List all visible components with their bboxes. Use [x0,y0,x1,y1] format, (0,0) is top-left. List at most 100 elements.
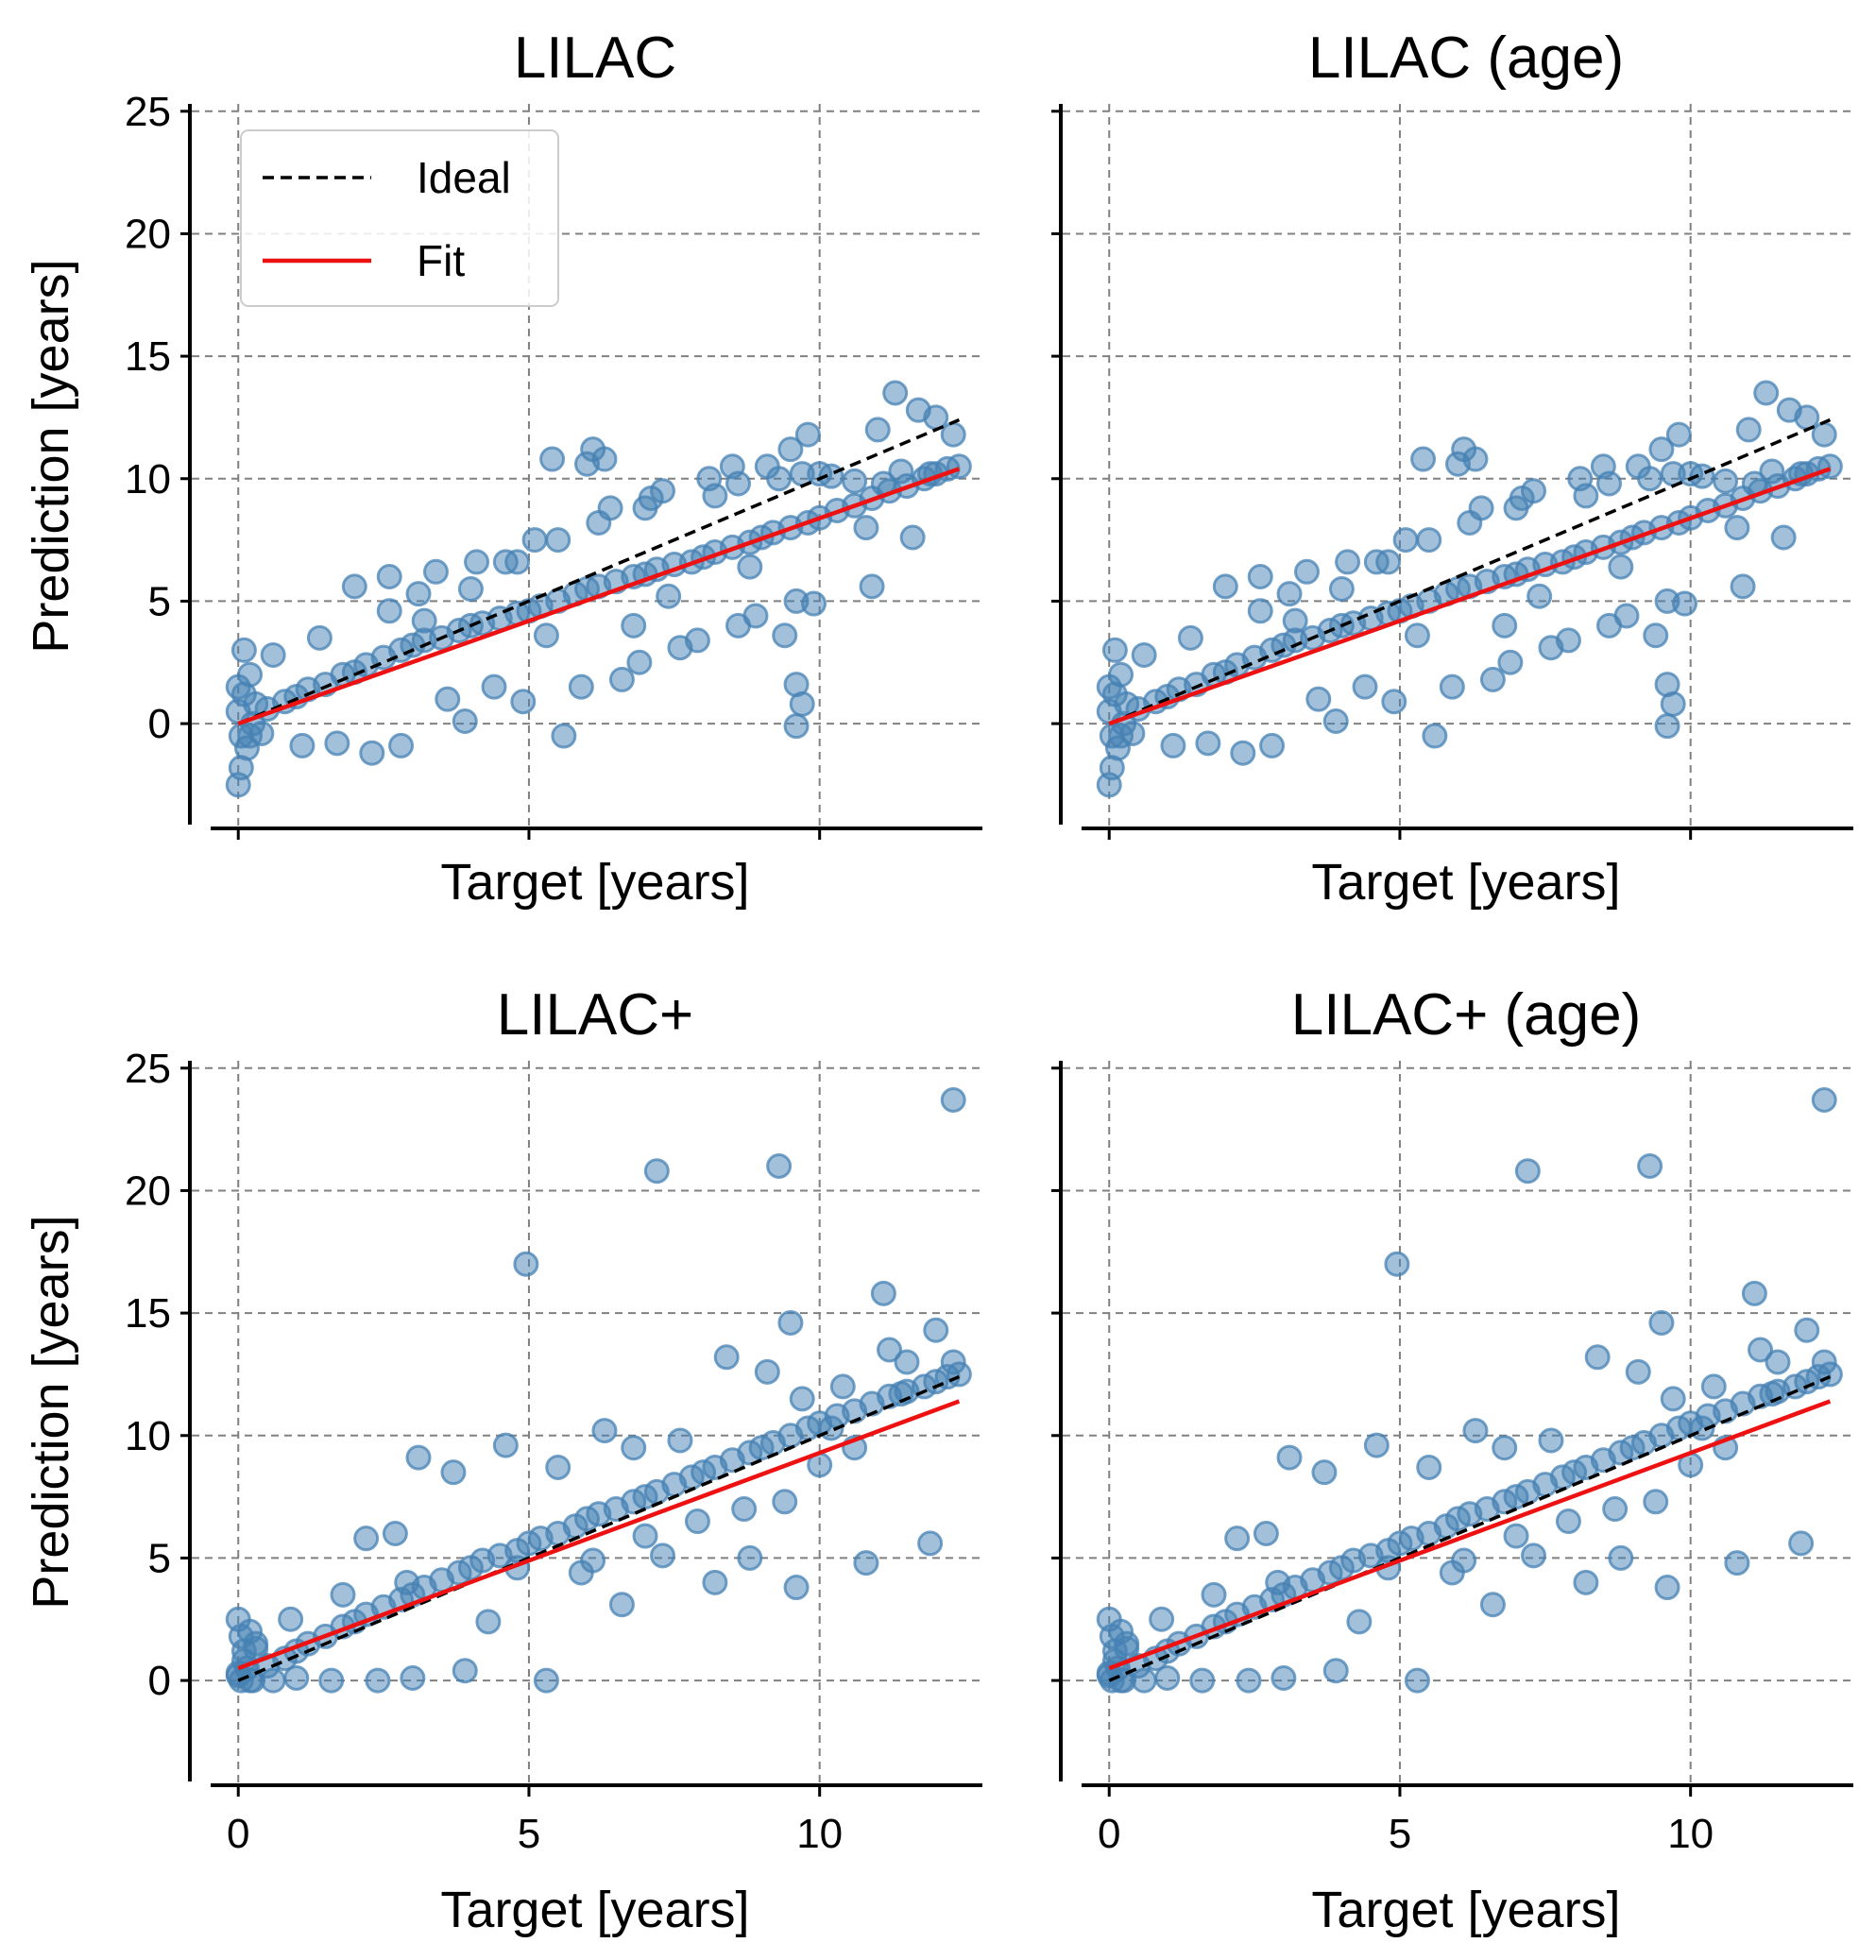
data-point [1724,1550,1750,1577]
x-axis-label: Target [years] [440,1882,749,1938]
data-point [353,1525,380,1552]
x-tick-label: 5 [1389,1811,1411,1857]
fit-line [237,467,961,726]
data-point [1637,1153,1663,1180]
fit-line [1108,467,1832,726]
data-point [533,622,559,649]
data-point [580,1547,606,1574]
panel-lilac-age: LILAC (age) Target [years] [1051,26,1853,911]
data-point [940,421,966,448]
data-point [1439,673,1465,700]
ideal-line [237,1374,961,1682]
data-point [289,732,316,758]
data-point [1119,720,1146,746]
data-point [783,588,810,614]
x-axis-label: Target [years] [440,854,749,911]
data-point [632,495,658,521]
data-point [1404,622,1430,649]
data-point [521,527,548,554]
data-point [1665,421,1692,448]
data-point [632,1523,658,1549]
x-axis-label: Target [years] [1311,854,1620,911]
y-tick-label: 10 [125,456,171,503]
data-point [278,1606,304,1632]
data-point [894,1349,920,1375]
x-tick-label: 0 [1098,1811,1120,1857]
data-point [1381,689,1407,715]
data-point [621,1435,647,1461]
data-point [643,1158,670,1185]
data-point [783,1575,810,1601]
data-point [422,558,449,585]
data-point [1322,1658,1349,1684]
data-point [457,575,484,602]
data-point [1811,1349,1837,1375]
data-point [725,612,752,639]
data-point [591,1418,618,1444]
data-point [1404,1667,1430,1694]
data-point [341,573,367,600]
data-point [1445,451,1471,477]
legend: Ideal Fit [240,129,559,307]
plot-area [1051,104,1853,840]
data-point [510,689,537,715]
data-point [1654,1575,1680,1601]
data-point [667,635,693,661]
data-point [1648,1309,1675,1336]
data-point [1625,1358,1651,1385]
data-point [1236,1667,1262,1694]
data-point [1526,583,1553,609]
panel-title: LILAC (age) [1308,26,1624,91]
data-point [1149,1606,1175,1632]
data-point [1602,1496,1629,1523]
x-tick-label: 0 [227,1811,249,1857]
y-tick-label: 0 [148,1658,171,1704]
data-point [1293,558,1320,585]
data-point [504,549,531,575]
data-point [608,666,635,692]
data-point [772,1489,798,1515]
data-point [842,468,868,494]
data-point [783,713,810,740]
data-point [725,470,752,497]
y-tick-label: 20 [125,1167,171,1214]
data-point [1096,673,1122,700]
data-point [1492,612,1518,639]
data-point [1410,446,1437,472]
data-point [1794,1317,1820,1343]
data-point [545,1454,571,1480]
data-point [1154,1664,1181,1691]
data-point [777,1309,804,1336]
data-point [1608,554,1634,580]
data-point [899,524,926,551]
data-point [1352,673,1378,700]
data-point [789,1386,815,1412]
data-point [1479,1592,1506,1618]
ideal-line [1108,418,1832,725]
data-point [492,1432,519,1458]
plot-area: 0 5 10 15 20 25 0 5 10 [125,1046,982,1857]
data-point [864,417,891,443]
fit-line [1108,1399,1832,1671]
data-point [306,624,333,651]
data-point [882,380,909,406]
data-point [1189,1667,1216,1694]
data-point [888,458,914,485]
data-point [1451,1547,1477,1574]
data-point [1608,1544,1634,1571]
data-point [1375,549,1402,575]
data-point [1730,573,1756,600]
panel-lilac-plus: LILAC+ Target [years] Prediction [years]… [23,982,982,1938]
data-point [1497,649,1524,675]
data-point [1282,607,1308,634]
data-point [1748,1337,1774,1363]
data-point [1770,524,1797,551]
ideal-line [1108,1374,1832,1682]
data-point [713,1344,740,1371]
data-point [513,1251,539,1277]
data-point [684,1508,710,1535]
data-point [1596,612,1623,639]
data-point [859,573,885,600]
data-point [829,1373,856,1400]
data-point [1160,732,1186,758]
